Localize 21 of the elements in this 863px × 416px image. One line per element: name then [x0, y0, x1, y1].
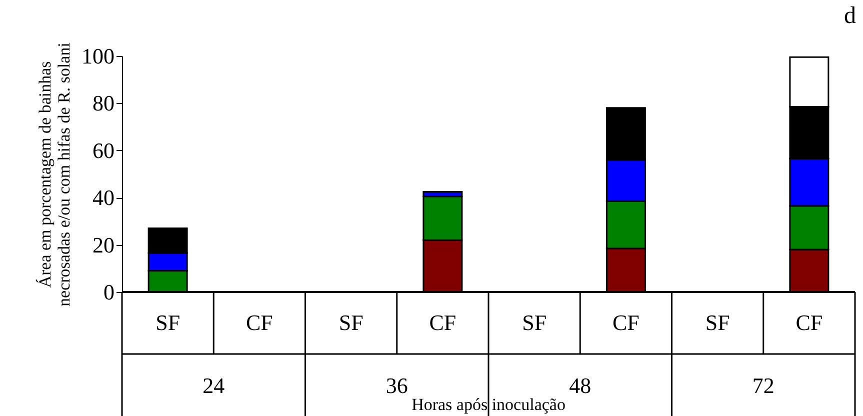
text: 72: [752, 373, 774, 398]
y-tick-label: 100: [82, 44, 114, 68]
x-tick-label: SF: [338, 310, 364, 335]
x-axis-title: Horas após inoculação: [412, 395, 566, 414]
y-axis-title: Área em porcentagem de bainhas necrosadas e/ou com hifas de R. solani: [36, 42, 74, 306]
y-tick-label: 80: [92, 90, 114, 116]
x-tick-label: SF: [156, 310, 180, 335]
x-tick-label: CF: [246, 310, 273, 335]
y-tick-label: 0: [104, 280, 114, 304]
chart-title: d: [844, 3, 856, 30]
text: 36: [386, 373, 408, 398]
x-tick-label: CF: [612, 310, 640, 335]
text: 24: [202, 373, 225, 398]
x-tick-label: SF: [522, 310, 547, 335]
x-tick-label: SF: [705, 310, 730, 335]
y-tick-label: 60: [92, 138, 114, 163]
x-tick-label: CF: [429, 310, 456, 335]
text: 48: [569, 373, 592, 398]
y-tick-label: 20: [92, 232, 114, 258]
x-tick-label: CF: [796, 310, 823, 335]
y-tick-label: 40: [92, 185, 114, 210]
